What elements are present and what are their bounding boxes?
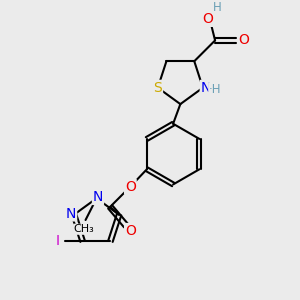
Text: O: O	[202, 12, 213, 26]
Text: H: H	[213, 1, 221, 14]
Text: O: O	[125, 224, 136, 238]
Text: O: O	[238, 33, 249, 47]
Text: N: N	[93, 190, 103, 204]
Text: O: O	[125, 180, 136, 194]
Text: N: N	[66, 206, 76, 220]
Text: CH₃: CH₃	[74, 224, 94, 234]
Text: N: N	[201, 81, 211, 95]
Text: I: I	[56, 234, 60, 248]
Text: ·H: ·H	[209, 83, 221, 96]
Text: S: S	[153, 81, 162, 95]
